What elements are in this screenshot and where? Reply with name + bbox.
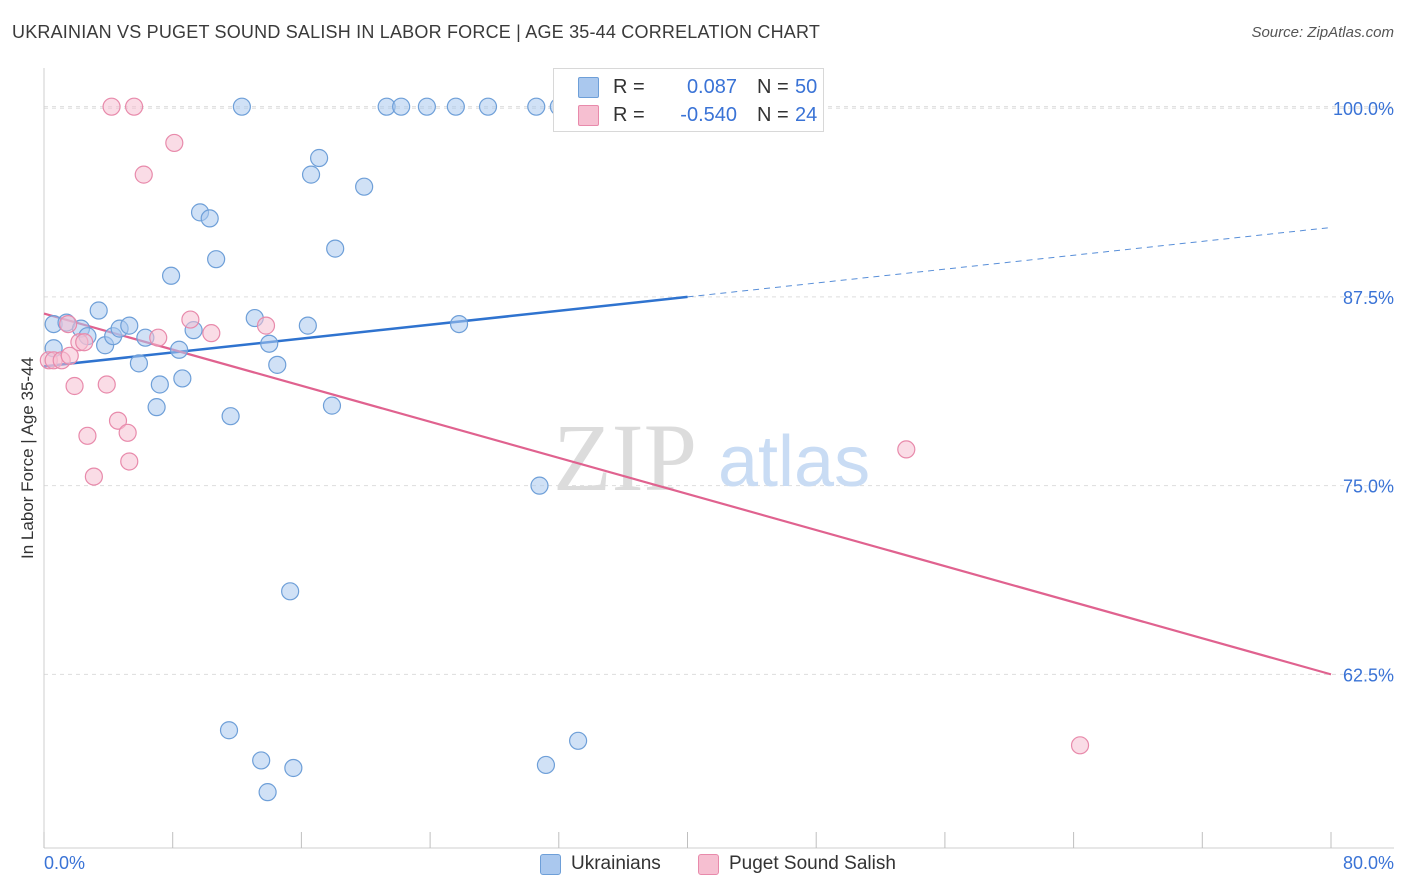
point-ukrainians bbox=[200, 209, 219, 228]
watermark-atlas: atlas bbox=[718, 422, 870, 502]
point-ukrainians bbox=[120, 316, 139, 335]
x-tick-label-min: 0.0% bbox=[44, 853, 85, 873]
point-ukrainians bbox=[150, 375, 169, 394]
point-ukrainians bbox=[258, 783, 277, 802]
point-ukrainians bbox=[449, 314, 469, 334]
x-tick-label-max: 80.0% bbox=[1343, 853, 1394, 873]
legend-r-value: 0.087 bbox=[686, 75, 737, 98]
point-salish bbox=[1070, 736, 1090, 755]
point-ukrainians bbox=[417, 97, 436, 116]
legend-n-label: N = bbox=[757, 75, 789, 98]
point-salish bbox=[97, 375, 116, 394]
tick-labels: 62.5% 75.0% 87.5% 100.0% 0.0% 80.0% bbox=[44, 99, 1394, 873]
point-ukrainians bbox=[268, 355, 287, 374]
point-ukrainians bbox=[284, 758, 303, 778]
trend-lines bbox=[43, 226, 1332, 676]
point-salish bbox=[84, 467, 103, 486]
point-ukrainians bbox=[536, 755, 556, 775]
point-ukrainians bbox=[301, 165, 321, 184]
point-ukrainians bbox=[298, 316, 317, 335]
legend-r-value: -0.540 bbox=[680, 103, 737, 126]
y-tick-label: 75.0% bbox=[1343, 477, 1394, 497]
legend-n-value: 24 bbox=[795, 103, 818, 126]
point-salish bbox=[118, 423, 137, 442]
watermark: ZIP atlas bbox=[553, 404, 870, 511]
point-ukrainians bbox=[170, 340, 189, 359]
point-ukrainians bbox=[322, 396, 342, 415]
point-salish bbox=[256, 316, 276, 335]
axes bbox=[43, 68, 1394, 849]
bottom-legend-swatch-blue bbox=[540, 853, 561, 875]
point-salish bbox=[120, 452, 139, 471]
chart-title: UKRAINIAN VS PUGET SOUND SALISH IN LABOR… bbox=[12, 22, 821, 42]
point-ukrainians bbox=[232, 97, 251, 116]
stats-legend: R = 0.087 N = 50 R = -0.540 N = 24 bbox=[553, 68, 824, 132]
point-ukrainians bbox=[161, 266, 181, 285]
trend-line-salish bbox=[43, 312, 1332, 676]
y-tick-label: 62.5% bbox=[1343, 665, 1394, 685]
point-salish bbox=[897, 440, 916, 459]
point-salish bbox=[202, 324, 221, 343]
y-tick-label: 100.0% bbox=[1333, 99, 1394, 119]
legend-r-label: R = bbox=[613, 103, 645, 126]
legend-n-label: N = bbox=[757, 103, 789, 126]
point-ukrainians bbox=[530, 476, 549, 495]
legend-n-value: 50 bbox=[795, 75, 818, 98]
trend-line-ukrainians bbox=[43, 295, 688, 368]
bottom-legend-label: Ukrainians bbox=[571, 853, 661, 874]
point-ukrainians bbox=[355, 177, 374, 196]
bottom-legend-label: Puget Sound Salish bbox=[729, 853, 896, 874]
point-ukrainians bbox=[309, 148, 329, 168]
point-ukrainians bbox=[478, 97, 498, 116]
source-label: Source: ZipAtlas.com bbox=[1251, 24, 1394, 41]
point-ukrainians bbox=[129, 354, 149, 373]
legend-swatch-pink bbox=[578, 104, 599, 126]
legend-row-salish: R = -0.540 N = 24 bbox=[578, 101, 817, 129]
point-ukrainians bbox=[89, 301, 108, 320]
point-salish bbox=[134, 165, 153, 184]
point-ukrainians bbox=[392, 97, 411, 116]
watermark-zip: ZIP bbox=[553, 404, 697, 511]
point-salish bbox=[108, 411, 128, 430]
point-salish bbox=[181, 310, 200, 329]
point-salish bbox=[149, 328, 168, 347]
point-ukrainians bbox=[207, 250, 226, 269]
point-salish bbox=[78, 426, 97, 445]
point-salish bbox=[60, 346, 79, 365]
point-ukrainians bbox=[569, 731, 588, 750]
legend-row-ukrainians: R = 0.087 N = 50 bbox=[578, 73, 817, 101]
y-tick-label: 87.5% bbox=[1343, 288, 1394, 308]
trend-line-ukrainians-projection bbox=[687, 226, 1332, 298]
bottom-legend-salish: Puget Sound Salish bbox=[698, 852, 896, 876]
grid-lines bbox=[44, 106, 1394, 675]
point-ukrainians bbox=[221, 407, 240, 426]
point-salish bbox=[124, 97, 144, 116]
point-ukrainians bbox=[252, 751, 271, 770]
point-ukrainians bbox=[527, 97, 546, 116]
point-salish bbox=[165, 133, 184, 153]
bottom-legend-ukrainians: Ukrainians bbox=[540, 852, 661, 876]
point-salish bbox=[102, 97, 121, 116]
point-ukrainians bbox=[260, 334, 279, 353]
point-ukrainians bbox=[281, 582, 300, 601]
data-points bbox=[39, 97, 1090, 802]
legend-r-label: R = bbox=[613, 75, 645, 98]
bottom-legend-swatch-pink bbox=[698, 853, 719, 875]
point-ukrainians bbox=[173, 369, 192, 388]
point-salish bbox=[75, 333, 94, 352]
point-ukrainians bbox=[219, 721, 239, 740]
point-salish bbox=[59, 314, 78, 334]
point-ukrainians bbox=[446, 97, 465, 116]
point-ukrainians bbox=[326, 239, 345, 258]
point-ukrainians bbox=[147, 398, 166, 417]
point-salish bbox=[65, 376, 84, 396]
legend-swatch-blue bbox=[578, 76, 599, 98]
